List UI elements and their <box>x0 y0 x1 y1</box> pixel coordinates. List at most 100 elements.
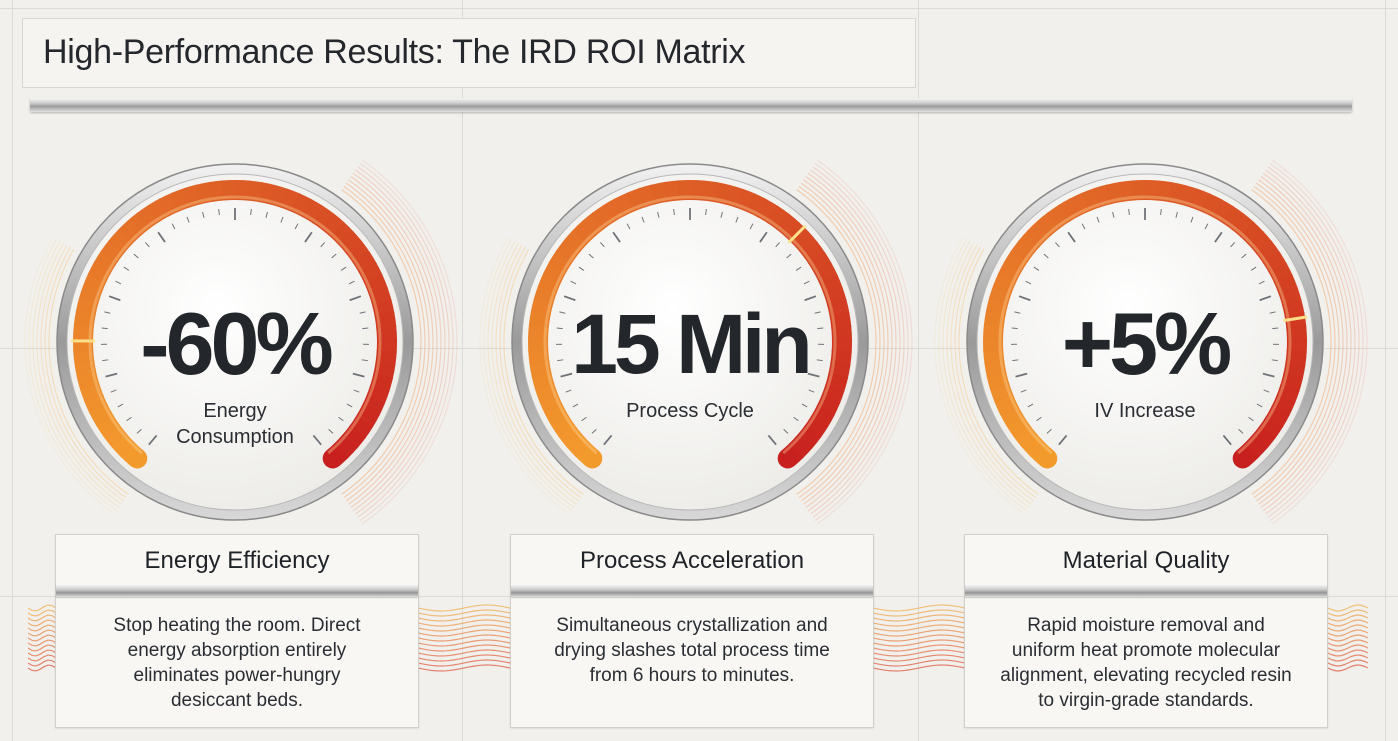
gauge-face <box>976 173 1314 511</box>
wave-line <box>28 604 56 612</box>
gauge-label-line: IV Increase <box>1094 400 1196 422</box>
gauge-face <box>66 173 404 511</box>
card-text-line: Stop heating the room. Direct <box>113 615 361 636</box>
card-text-line: desiccant beds. <box>170 690 304 711</box>
metal-rail <box>30 98 1352 112</box>
gauge-energy <box>24 159 458 525</box>
wave-line <box>873 629 965 637</box>
gauge-label-line: Consumption <box>176 426 294 448</box>
grid-line <box>0 8 1398 9</box>
wave-line <box>873 659 965 667</box>
wave-line <box>418 629 510 637</box>
gauge-ticks <box>1011 208 1279 446</box>
wave-line <box>418 619 510 627</box>
metal-rail <box>56 585 418 597</box>
heat-ripple <box>24 236 129 515</box>
wave-line <box>873 604 965 612</box>
wave-line <box>418 614 510 622</box>
gauge-ticks <box>101 208 369 446</box>
heat-ripple <box>934 236 1039 515</box>
wave-line <box>28 659 56 667</box>
heat-waves-center-left <box>418 604 510 672</box>
wave-line <box>1328 659 1368 667</box>
heat-ripple <box>479 236 584 515</box>
wave-line <box>418 659 510 667</box>
wave-line <box>1328 629 1368 637</box>
wave-line <box>28 624 56 632</box>
heat-waves-right <box>1328 604 1368 672</box>
card-text-line: alignment, elevating recycled resin <box>1000 665 1292 686</box>
wave-line <box>28 664 56 672</box>
wave-line <box>873 654 965 662</box>
wave-line <box>28 639 56 647</box>
card-text-line: uniform heat promote molecular <box>1011 640 1281 661</box>
grid-line <box>918 0 919 741</box>
gauge-label: Process Cycle <box>480 398 900 424</box>
wave-line <box>1328 604 1368 612</box>
card-text-line: eliminates power-hungry <box>133 665 341 686</box>
card-text: Stop heating the room. Direct energy abs… <box>76 613 398 713</box>
wave-line <box>28 629 56 637</box>
heat-ripple <box>1251 159 1368 525</box>
wave-line <box>873 639 965 647</box>
gauge-label-line: Process Cycle <box>626 400 754 422</box>
grid-line <box>1385 0 1386 741</box>
gauge-process <box>479 159 913 525</box>
gauge-arc-fill <box>983 179 1307 469</box>
gauge-face <box>521 173 859 511</box>
card-text-line: from 6 hours to minutes. <box>589 665 795 686</box>
wave-line <box>1328 619 1368 627</box>
gauge-arc-fill <box>528 179 852 469</box>
wave-line <box>418 664 510 672</box>
page-title: High-Performance Results: The IRD ROI Ma… <box>43 33 746 71</box>
wave-line <box>1328 614 1368 622</box>
gauge-quality <box>934 159 1368 525</box>
wave-line <box>28 619 56 627</box>
card-text-line: Rapid moisture removal and <box>1027 615 1265 636</box>
wave-line <box>418 609 510 617</box>
card-title: Energy Efficiency <box>144 547 330 574</box>
wave-line <box>28 649 56 657</box>
wave-line <box>873 614 965 622</box>
gauge-label: IV Increase <box>935 398 1355 424</box>
gauge-ticks <box>556 208 824 446</box>
metal-rail <box>965 585 1327 597</box>
card-text-line: Simultaneous crystallization and <box>556 615 828 636</box>
card-text: Simultaneous crystallization and drying … <box>531 613 853 688</box>
wave-line <box>418 654 510 662</box>
wave-line <box>28 644 56 652</box>
wave-line <box>873 609 965 617</box>
card-text-line: drying slashes total process time <box>554 640 830 661</box>
grid-line <box>462 0 463 741</box>
card-title: Material Quality <box>1062 547 1230 574</box>
grid-line <box>12 0 13 741</box>
heat-ripple <box>341 159 458 525</box>
card-text: Rapid moisture removal and uniform heat … <box>985 613 1307 713</box>
wave-line <box>873 649 965 657</box>
wave-line <box>28 609 56 617</box>
wave-line <box>1328 649 1368 657</box>
title-panel: High-Performance Results: The IRD ROI Ma… <box>22 18 916 88</box>
wave-line <box>418 624 510 632</box>
card-process-acceleration: Process Acceleration Simultaneous crysta… <box>510 534 874 728</box>
wave-line <box>418 639 510 647</box>
wave-line <box>873 634 965 642</box>
heat-waves-center-right <box>873 604 965 672</box>
wave-line <box>28 614 56 622</box>
wave-line <box>28 634 56 642</box>
wave-line <box>873 664 965 672</box>
wave-line <box>1328 654 1368 662</box>
gauge-value: 15 Min <box>571 297 812 391</box>
card-title: Process Acceleration <box>579 547 805 574</box>
gauge-value: +5% <box>1061 294 1233 393</box>
wave-line <box>1328 644 1368 652</box>
wave-line <box>1328 664 1368 672</box>
metal-rail <box>511 585 873 597</box>
card-text-line: to virgin-grade standards. <box>1038 690 1254 711</box>
card-energy-efficiency: Energy Efficiency Stop heating the room.… <box>55 534 419 728</box>
gauge-label-line: Energy <box>203 400 267 422</box>
wave-line <box>1328 639 1368 647</box>
wave-line <box>873 624 965 632</box>
gauge-label: Energy Consumption <box>25 398 445 450</box>
wave-line <box>873 644 965 652</box>
